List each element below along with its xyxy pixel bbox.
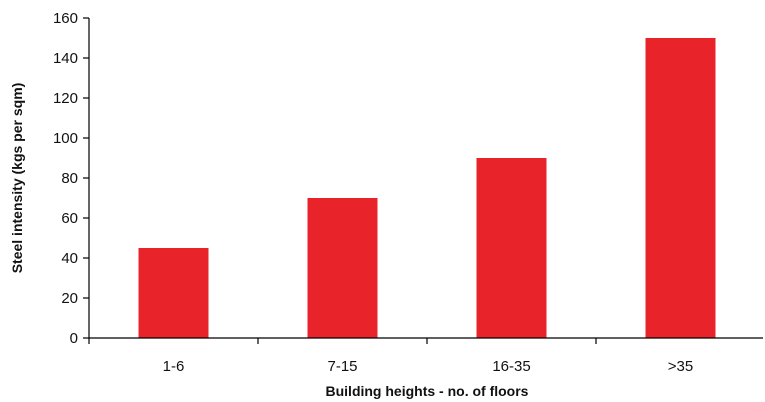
bar-4	[645, 38, 716, 338]
x-category-label: >35	[668, 358, 693, 375]
y-axis-title: Steel intensity (kgs per sqm)	[9, 83, 25, 274]
x-category-label: 1-6	[163, 358, 185, 375]
y-tick-label: 20	[61, 290, 78, 307]
y-tick-label: 100	[53, 130, 78, 147]
x-category-label: 7-15	[327, 358, 357, 375]
y-tick-label: 160	[53, 10, 78, 27]
bar-3	[476, 158, 547, 338]
y-tick-label: 0	[70, 330, 78, 347]
x-axis-title: Building heights - no. of floors	[326, 383, 529, 399]
y-tick-label: 120	[53, 90, 78, 107]
y-tick-label: 80	[61, 170, 78, 187]
bars-group	[138, 38, 716, 338]
y-tick-label: 60	[61, 210, 78, 227]
bar-1	[138, 248, 209, 338]
bar-2	[307, 198, 378, 338]
y-tick-label: 40	[61, 250, 78, 267]
y-tick-label: 140	[53, 50, 78, 67]
x-ticks-group: 1-6 7-15 16-35 >35	[88, 338, 693, 375]
x-category-label: 16-35	[492, 358, 530, 375]
y-ticks-group: 0 20 40 60 80 100 120 140 160	[53, 10, 89, 347]
